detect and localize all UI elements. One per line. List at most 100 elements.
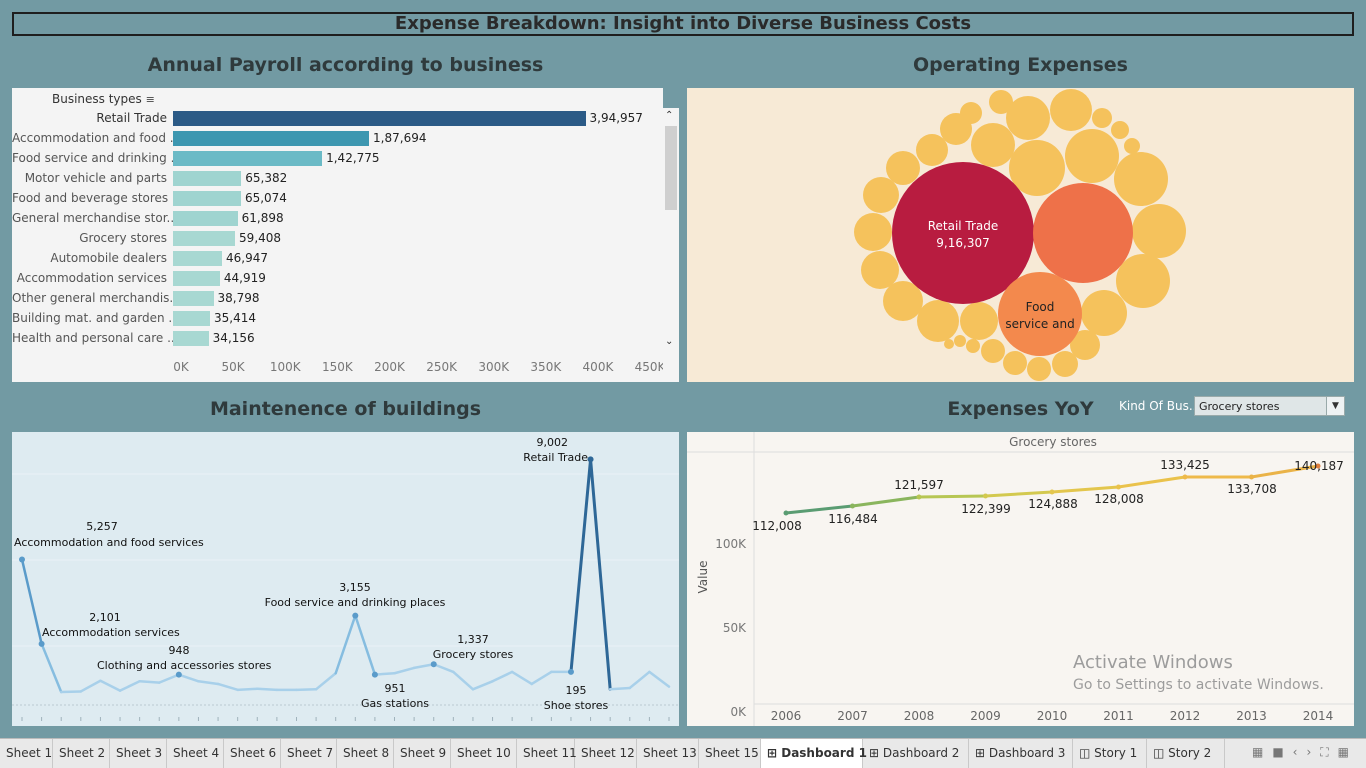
kind-of-business-dropdown[interactable]: Grocery stores ▼ (1194, 396, 1345, 416)
bubble[interactable] (1027, 357, 1051, 381)
data-point[interactable] (38, 640, 45, 647)
tab-sheet-7[interactable]: Sheet 7 (281, 739, 337, 768)
bubble[interactable] (1132, 204, 1186, 258)
scroll-thumb[interactable] (665, 126, 677, 210)
tab-sheet-1[interactable]: Sheet 1 (0, 739, 53, 768)
data-point[interactable] (916, 494, 922, 500)
bar[interactable] (173, 231, 236, 246)
bubble-retail-trade[interactable] (892, 162, 1034, 304)
data-point[interactable] (783, 510, 789, 516)
tab-sheet-8[interactable]: Sheet 8 (337, 739, 394, 768)
line-segment (784, 504, 854, 515)
y-axis-label: Value (696, 561, 710, 594)
line-segment (1117, 475, 1187, 489)
data-label: 133,708 (1227, 482, 1277, 496)
bubble[interactable] (981, 339, 1005, 363)
data-point[interactable] (1116, 484, 1121, 490)
bar[interactable] (173, 111, 586, 126)
bubble[interactable] (886, 151, 920, 185)
bar[interactable] (173, 291, 214, 306)
sort-icon[interactable]: ≡ (145, 93, 155, 106)
data-point[interactable] (1049, 489, 1055, 495)
bubble[interactable] (1114, 152, 1168, 206)
data-point[interactable] (850, 503, 855, 509)
bubble[interactable] (1003, 351, 1027, 375)
tab-sheet-11[interactable]: Sheet 11 (517, 739, 577, 768)
bubble[interactable] (954, 335, 966, 347)
business-types-header[interactable]: Business types ≡ (52, 92, 155, 106)
bubble[interactable] (944, 339, 954, 349)
navigation-controls[interactable]: ▦■‹›⛶▦ (1251, 745, 1358, 759)
bubble[interactable] (1065, 129, 1119, 183)
bar[interactable] (173, 331, 209, 346)
x-tick-label: 0K (173, 360, 189, 374)
bar[interactable] (173, 171, 242, 186)
bubble[interactable] (1050, 89, 1092, 131)
tab-sheet-4[interactable]: Sheet 4 (167, 739, 224, 768)
bubble-large[interactable] (1033, 183, 1133, 283)
tab-sheet-13[interactable]: Sheet 13 (637, 739, 699, 768)
tab-sheet-2[interactable]: Sheet 2 (53, 739, 110, 768)
bubble[interactable] (863, 177, 899, 213)
line-segment (314, 672, 337, 691)
line-segment (157, 673, 181, 684)
bar[interactable] (173, 191, 241, 206)
bar[interactable] (173, 271, 220, 286)
bar[interactable] (173, 311, 210, 326)
bubble[interactable] (1116, 254, 1170, 308)
data-point[interactable] (587, 456, 594, 463)
data-point[interactable] (19, 556, 25, 563)
tab-story-1[interactable]: ◫ Story 1 (1073, 739, 1147, 768)
data-point[interactable] (371, 671, 378, 678)
tab-sheet-9[interactable]: Sheet 9 (394, 739, 451, 768)
bubble[interactable] (1070, 330, 1100, 360)
tab-sheet-12[interactable]: Sheet 12 (575, 739, 637, 768)
bar[interactable] (173, 251, 223, 266)
scroll-up-icon[interactable]: ⌃ (665, 110, 674, 121)
bubble[interactable] (1081, 290, 1127, 336)
bubble[interactable] (1009, 140, 1065, 196)
tab-story-2[interactable]: ◫ Story 2 (1147, 739, 1225, 768)
chevron-down-icon[interactable]: ▼ (1326, 397, 1344, 415)
bubble[interactable] (861, 251, 899, 289)
data-point[interactable] (1315, 463, 1321, 469)
bubble[interactable] (1111, 121, 1129, 139)
bubble[interactable] (971, 123, 1015, 167)
data-point[interactable] (352, 612, 359, 619)
payroll-scrollbar[interactable]: ⌃ ⌄ (663, 108, 679, 352)
tab-dashboard-1[interactable]: ⊞ Dashboard 1 (761, 739, 867, 768)
line-segment (1250, 464, 1320, 479)
tab-dashboard-3[interactable]: ⊞ Dashboard 3 (969, 739, 1073, 768)
bubble-food-service[interactable] (998, 272, 1082, 356)
line-segment (20, 558, 43, 646)
tab-sheet-3[interactable]: Sheet 3 (110, 739, 167, 768)
bubble[interactable] (916, 134, 948, 166)
bubble[interactable] (854, 213, 892, 251)
scroll-down-icon[interactable]: ⌄ (665, 336, 674, 347)
data-point[interactable] (175, 671, 182, 678)
data-point[interactable] (430, 661, 437, 668)
bubble[interactable] (917, 300, 959, 342)
bubble[interactable] (1092, 108, 1112, 128)
data-point[interactable] (1249, 474, 1254, 480)
data-point[interactable] (983, 493, 988, 499)
bubble[interactable] (1052, 351, 1078, 377)
tab-dashboard-2[interactable]: ⊞ Dashboard 2 (863, 739, 969, 768)
x-tick-label: 150K (321, 360, 353, 374)
bubble[interactable] (989, 90, 1013, 114)
bar[interactable] (173, 211, 238, 226)
bubble[interactable] (940, 113, 972, 145)
bar[interactable] (173, 151, 323, 166)
bar[interactable] (173, 131, 370, 146)
tab-sheet-15[interactable]: Sheet 15 (699, 739, 761, 768)
data-label: 128,008 (1094, 492, 1144, 506)
bubble[interactable] (883, 281, 923, 321)
data-point[interactable] (1182, 474, 1188, 480)
tab-sheet-6[interactable]: Sheet 6 (224, 739, 281, 768)
bubble[interactable] (1006, 96, 1050, 140)
bubble[interactable] (960, 302, 998, 340)
bubble[interactable] (966, 339, 980, 353)
tab-sheet-10[interactable]: Sheet 10 (451, 739, 517, 768)
bubble[interactable] (1124, 138, 1140, 154)
data-point[interactable] (567, 668, 574, 675)
